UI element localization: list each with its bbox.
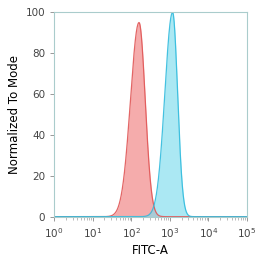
X-axis label: FITC-A: FITC-A	[132, 244, 169, 257]
Y-axis label: Normalized To Mode: Normalized To Mode	[8, 55, 21, 174]
